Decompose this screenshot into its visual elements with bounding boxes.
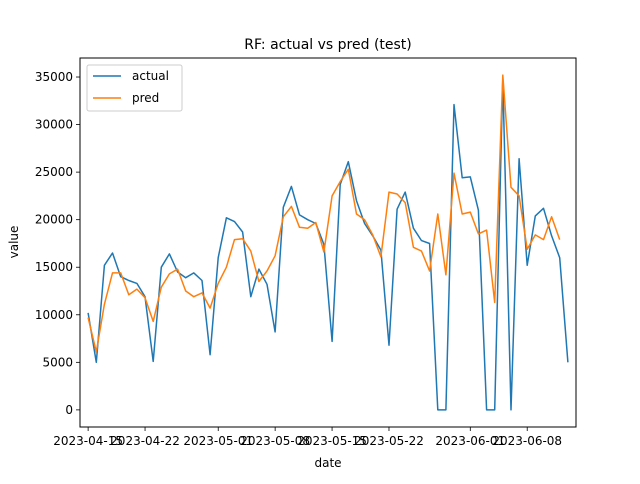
y-tick-label: 10000 [35,308,73,322]
legend-label-actual: actual [132,69,169,83]
y-tick-label: 5000 [42,355,73,369]
x-tick-label: 2023-05-22 [354,434,424,448]
legend: actual pred [86,64,183,112]
y-tick-label: 15000 [35,260,73,274]
chart-title: RF: actual vs pred (test) [244,37,412,53]
series-line-pred [87,74,561,353]
y-axis: 0 5000 10000 15000 20000 25000 30000 35000 [35,70,80,417]
x-tick-label: 2023-06-08 [492,434,562,448]
x-tick-label: 2023-05-01 [183,434,253,448]
x-tick-label: 2023-05-08 [240,434,310,448]
y-tick-label: 0 [65,403,73,417]
y-tick-label: 25000 [35,165,73,179]
y-tick-label: 35000 [35,70,73,84]
series-line-actual [87,78,569,411]
x-axis-label: date [314,456,341,470]
legend-label-pred: pred [132,91,159,105]
plot-area [80,58,576,427]
series-layer [87,74,569,411]
plot-frame [79,57,577,428]
x-tick-label: 2023-06-01 [435,434,505,448]
y-axis-label: value [7,226,21,259]
x-tick-label: 2023-04-22 [110,434,180,448]
x-tick-label: 2023-05-15 [297,434,367,448]
y-tick-label: 30000 [35,118,73,132]
y-tick-label: 20000 [35,213,73,227]
x-tick-label: 2023-04-15 [53,434,123,448]
